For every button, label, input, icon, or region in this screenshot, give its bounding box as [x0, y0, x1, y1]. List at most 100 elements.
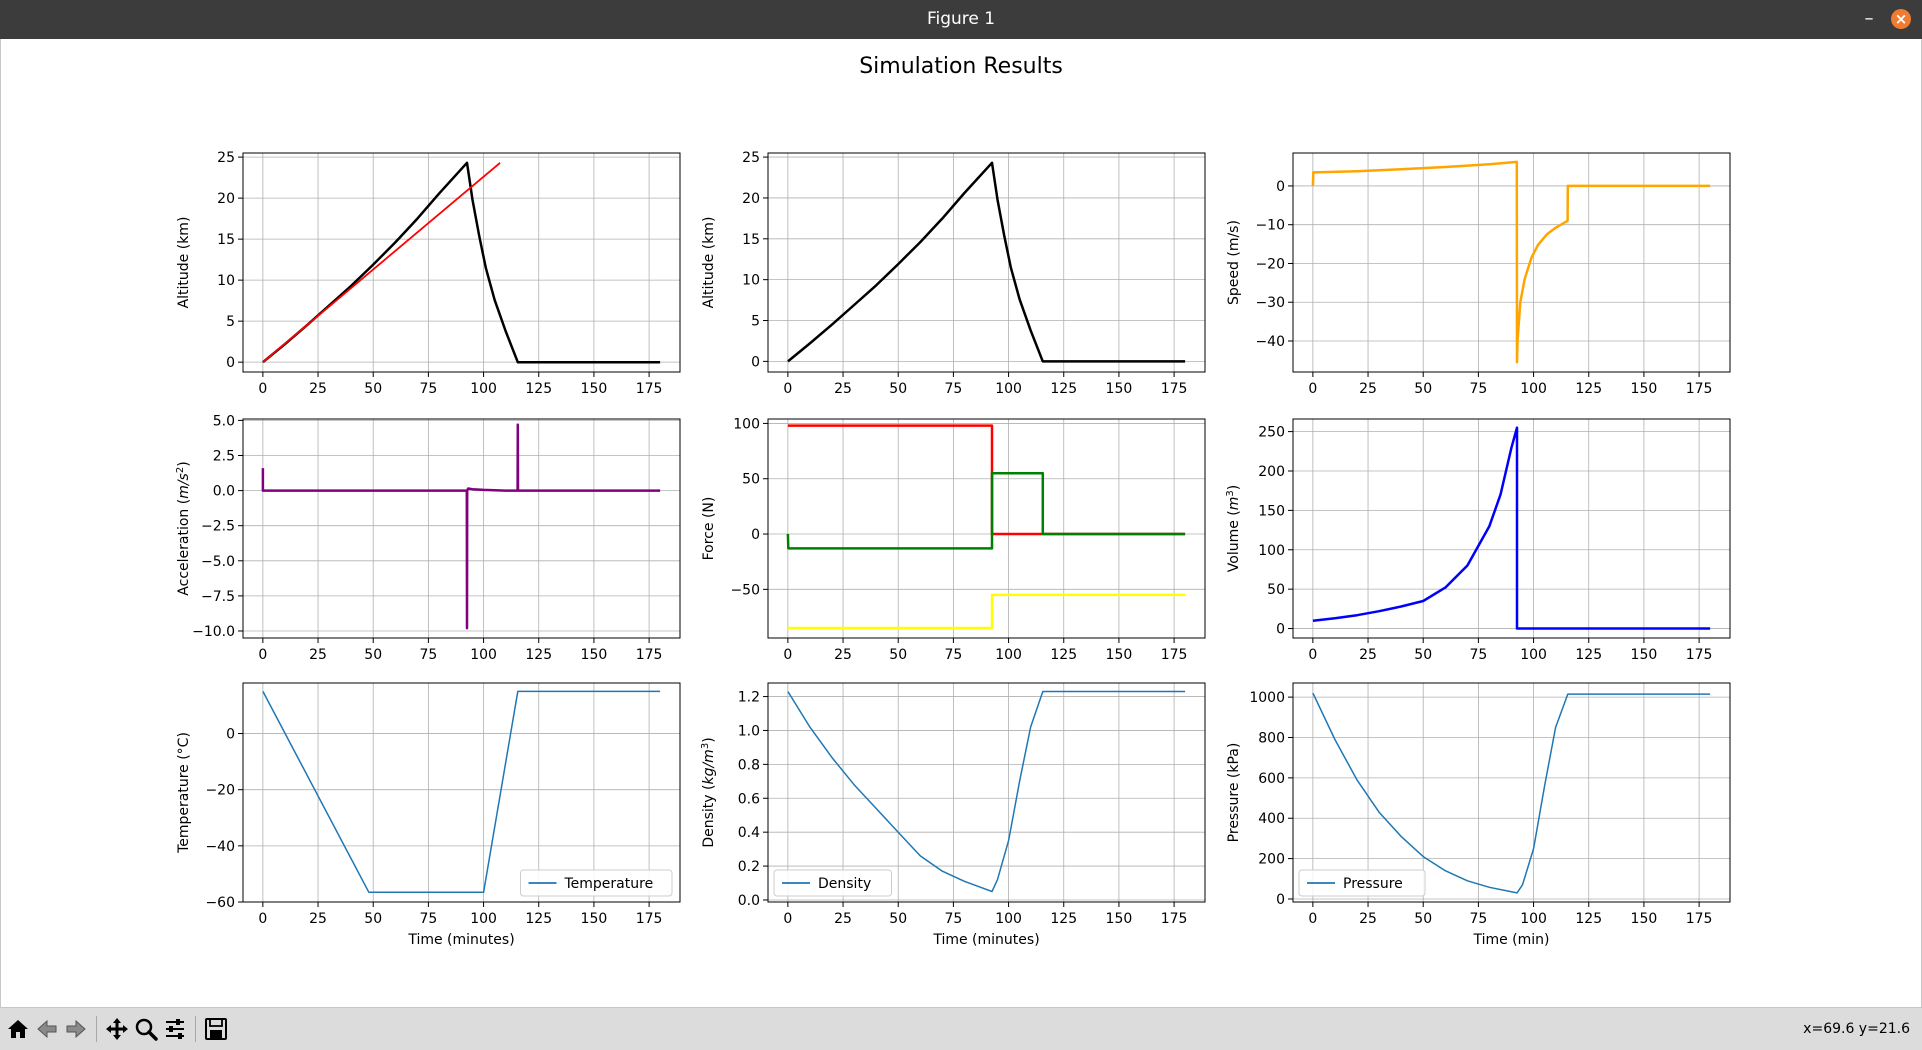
y-tick-label: 0 — [1276, 892, 1285, 908]
figure-canvas[interactable]: Simulation Results 0 25 50 75 100 125 150 175 0 5… — [0, 39, 1922, 1007]
y-axis-label: Temperature (°C) — [176, 732, 192, 854]
x-tick-label: 175 — [1686, 911, 1713, 927]
subplot-5: 0 25 50 75 100 125 150 175 100 50 0 −50 Force (N) — [701, 416, 1206, 663]
x-tick-label: 100 — [995, 647, 1022, 663]
x-tick-label: 75 — [1469, 381, 1487, 397]
x-tick-label: 100 — [1520, 381, 1547, 397]
y-axis-label: Altitude (km) — [176, 217, 192, 309]
series-line-1 — [787, 424, 1186, 536]
y-tick-label: −40 — [1255, 334, 1285, 350]
series-line-1 — [1312, 692, 1711, 894]
y-axis-label: Pressure (kPa) — [1226, 743, 1242, 843]
x-tick-label: 0 — [783, 381, 792, 397]
axes-frame — [767, 152, 1206, 373]
subplot-4: 0 25 50 75 100 125 150 175 5.0 2.5 0.0 −2.5 −5.0 −7.5… — [175, 413, 681, 663]
y-tick-label: −2.5 — [201, 519, 235, 535]
series-line-1 — [261, 423, 661, 630]
figure-svg: Simulation Results 0 25 50 75 100 125 150 17505… — [175, 54, 1731, 948]
axes-frame — [1292, 418, 1731, 639]
x-tick-label: 150 — [1631, 381, 1658, 397]
y-axis-label: Acceleration (m/s2) — [175, 461, 193, 595]
y-tick-label: 250 — [1258, 425, 1285, 441]
y-tick-label: 20 — [742, 191, 760, 207]
pan-icon[interactable] — [104, 1016, 130, 1042]
x-tick-label: 150 — [1106, 647, 1133, 663]
window-title: Figure 1 — [926, 9, 996, 29]
x-tick-label: 50 — [889, 647, 907, 663]
axes-frame — [767, 682, 1206, 903]
axes-frame — [1292, 682, 1731, 903]
subplot-7: 0 25 50 75 100 125 150 175 0 −20 −40 −60 Temperature… — [176, 682, 681, 948]
x-tick-label: 175 — [636, 381, 663, 397]
y-tick-label: 50 — [742, 472, 760, 488]
series-line-1 — [1312, 426, 1711, 630]
x-tick-label: 100 — [470, 911, 497, 927]
minimize-button[interactable]: – — [1864, 8, 1874, 29]
x-tick-label: 75 — [1469, 647, 1487, 663]
x-tick-label: 75 — [1469, 911, 1487, 927]
x-tick-label: 100 — [995, 911, 1022, 927]
y-tick-label: 15 — [742, 232, 760, 248]
x-tick-label: 175 — [1161, 647, 1188, 663]
y-tick-label: 0 — [751, 527, 760, 543]
save-icon[interactable] — [203, 1016, 229, 1042]
x-tick-label: 125 — [525, 911, 552, 927]
x-tick-label: 75 — [419, 911, 437, 927]
x-tick-label: 150 — [1631, 647, 1658, 663]
legend-frame — [1298, 869, 1426, 897]
x-tick-label: 50 — [364, 381, 382, 397]
x-tick-label: 75 — [944, 381, 962, 397]
x-tick-label: 75 — [419, 647, 437, 663]
close-button[interactable]: × — [1891, 9, 1911, 29]
y-tick-label: 1000 — [1249, 690, 1285, 706]
zoom-icon[interactable] — [133, 1016, 159, 1042]
back-icon[interactable] — [34, 1016, 60, 1042]
y-tick-label: 0 — [226, 355, 235, 371]
y-tick-label: 5 — [751, 314, 760, 330]
x-tick-label: 175 — [1161, 911, 1188, 927]
x-tick-label: 75 — [419, 381, 437, 397]
forward-icon[interactable] — [63, 1016, 89, 1042]
series-line-1 — [1311, 160, 1711, 364]
y-tick-label: −60 — [205, 895, 235, 911]
y-tick-label: 5.0 — [213, 413, 235, 429]
y-tick-label: 0 — [1276, 179, 1285, 195]
subplot-3: 0 25 50 75 100 125 150 175 0 −10 −20 −30 −40 Speed (m… — [1226, 152, 1731, 397]
legend: Pressure — [1298, 869, 1426, 897]
configure-subplots-icon[interactable] — [162, 1016, 188, 1042]
x-axis-label: Time (minutes) — [932, 932, 1039, 948]
y-tick-label: −20 — [1255, 256, 1285, 272]
y-tick-label: 10 — [742, 273, 760, 289]
x-tick-label: 150 — [581, 381, 608, 397]
x-tick-label: 0 — [1308, 911, 1317, 927]
y-axis-label: Altitude (km) — [701, 217, 717, 309]
x-tick-label: 0 — [783, 647, 792, 663]
subplot-2: 0 25 50 75 100 125 150 175 0 5 10 15 20 25 Altitude (k… — [701, 150, 1206, 397]
y-axis-label: Density (kg/m3) — [700, 737, 718, 847]
y-tick-label: 1.0 — [738, 723, 760, 739]
y-tick-label: 600 — [1258, 771, 1285, 787]
y-tick-label: 2.5 — [213, 449, 235, 465]
axes-frame — [1292, 152, 1731, 373]
home-icon[interactable] — [5, 1016, 31, 1042]
legend: Temperature — [520, 869, 673, 897]
y-tick-label: −10 — [1255, 218, 1285, 234]
y-tick-label: −5.0 — [201, 554, 235, 570]
x-tick-label: 50 — [889, 911, 907, 927]
y-axis-label: Force (N) — [701, 497, 717, 561]
x-tick-label: 125 — [1575, 911, 1602, 927]
x-tick-label: 0 — [1308, 647, 1317, 663]
x-tick-label: 25 — [309, 647, 327, 663]
x-tick-label: 125 — [1050, 911, 1077, 927]
x-tick-label: 100 — [470, 381, 497, 397]
y-axis-label: Volume (m3) — [1225, 485, 1243, 572]
x-tick-label: 150 — [1631, 911, 1658, 927]
y-tick-label: −40 — [205, 839, 235, 855]
x-tick-label: 150 — [1106, 911, 1133, 927]
y-tick-label: 1.2 — [738, 690, 760, 706]
y-tick-label: −10.0 — [192, 624, 235, 640]
x-tick-label: 175 — [1686, 381, 1713, 397]
x-tick-label: 25 — [834, 911, 852, 927]
x-tick-label: 75 — [944, 647, 962, 663]
subplot-6: 0 25 50 75 100 125 150 175 0 50 100 150 200 250 Volume… — [1225, 418, 1731, 663]
